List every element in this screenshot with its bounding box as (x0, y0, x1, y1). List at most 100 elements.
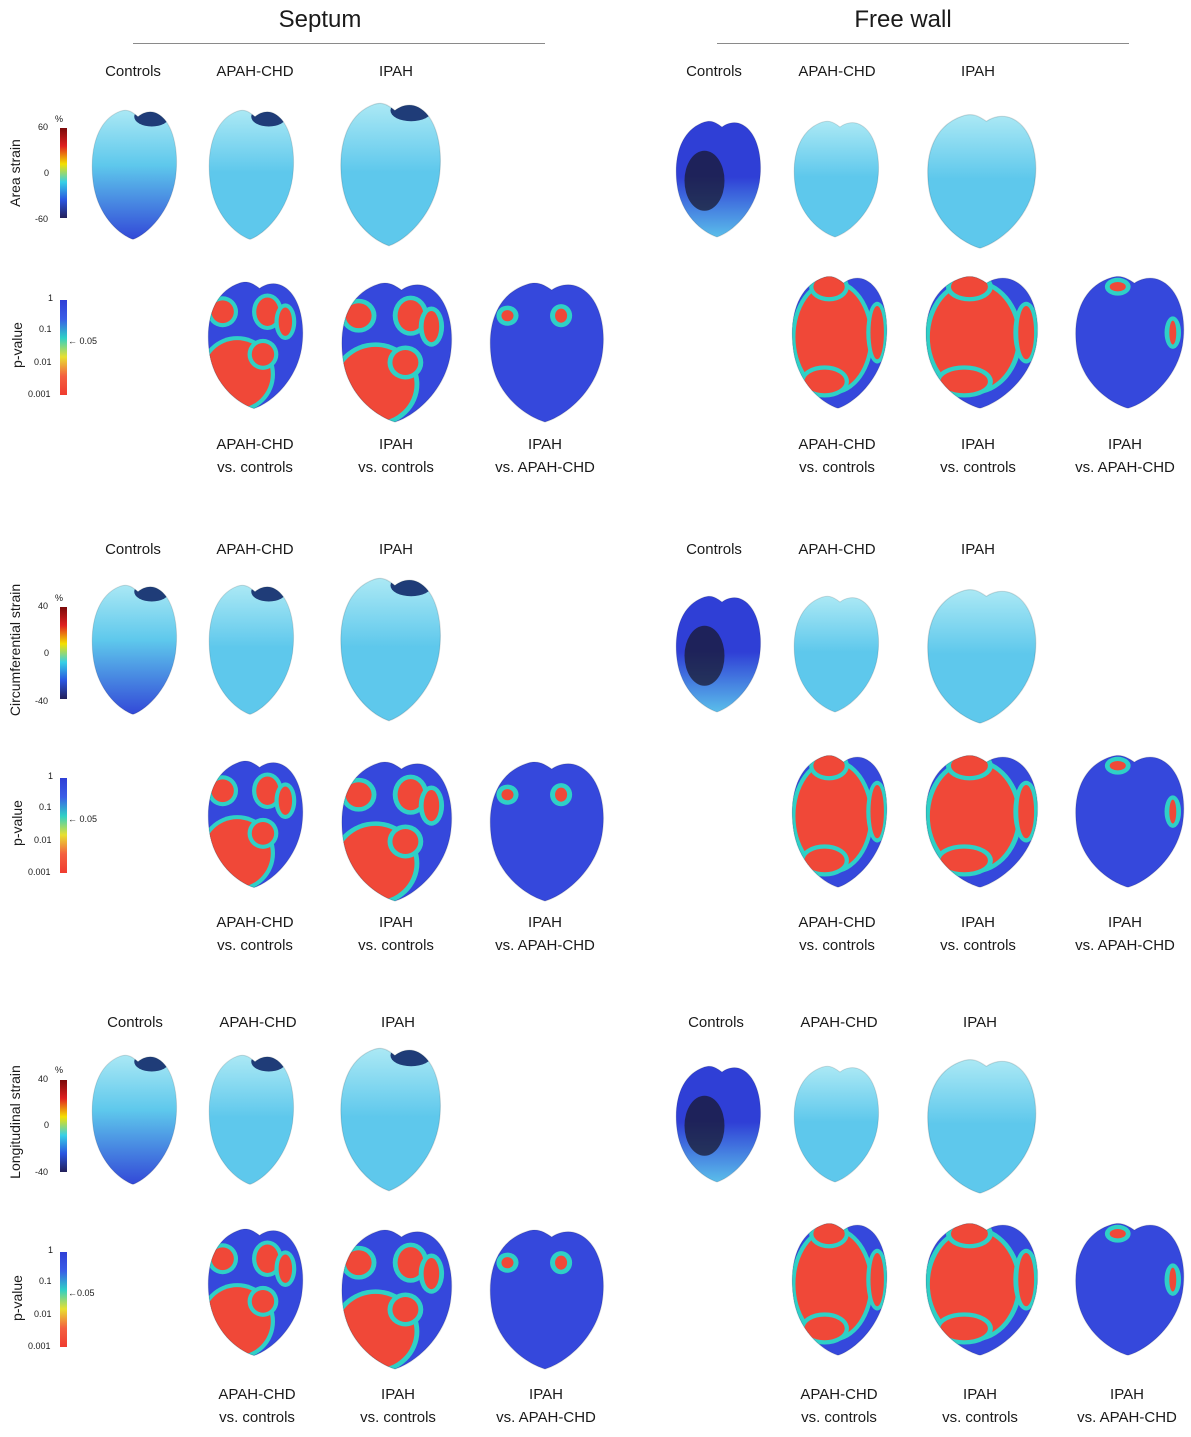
col-label-freewall-apah-chd: APAH-CHD (798, 541, 876, 558)
pvalue-heart-render (1075, 1222, 1185, 1356)
cmp-label-freewall-2: IPAH vs. controls (942, 1386, 1018, 1426)
strain-scale-mid: 0 (44, 168, 50, 178)
section-rule-septum (133, 43, 545, 44)
section-rule-freewall (717, 43, 1129, 44)
strain-heart-render (793, 595, 880, 713)
strain-heart-render (208, 584, 295, 716)
strain-scale-min: -60 (35, 214, 49, 224)
cmp-label-freewall-3: IPAH vs. APAH-CHD (1077, 1386, 1177, 1426)
col-label-freewall-apah-chd: APAH-CHD (800, 1014, 878, 1031)
strain-heart-render (91, 1054, 178, 1186)
strain-unit: % (55, 1065, 64, 1075)
col-label-septum-ipah: IPAH (379, 63, 413, 80)
pvalue-tick-0.001: 0.001 (28, 389, 51, 399)
strain-scale-mid: 0 (44, 1120, 50, 1130)
strain-scale-max: 60 (38, 122, 49, 132)
pvalue-tick-0.1: 0.1 (39, 324, 52, 334)
pvalue-heart-render (341, 761, 453, 902)
row-label-area-strain: Area strain (7, 139, 23, 207)
col-label-freewall-ipah: IPAH (961, 63, 995, 80)
pvalue-heart-render (489, 282, 605, 423)
cmp-label-septum-3: IPAH vs. APAH-CHD (495, 914, 595, 954)
strain-scale-mid: 0 (44, 648, 50, 658)
strain-heart-render (675, 595, 762, 713)
cmp-label-freewall-1: APAH-CHD vs. controls (798, 914, 876, 954)
pvalue-tick-0.01: 0.01 (34, 357, 52, 367)
strain-heart-render (208, 1054, 295, 1186)
pvalue-marker: ← 0.05 (68, 814, 98, 824)
strain-colorbar (60, 128, 67, 218)
cmp-label-septum-1: APAH-CHD vs. controls (218, 1386, 296, 1426)
pvalue-colorbar (60, 778, 67, 873)
strain-heart-render (675, 120, 762, 238)
pvalue-tick-1: 1 (48, 293, 54, 303)
pvalue-tick-0.001: 0.001 (28, 867, 51, 877)
cmp-label-septum-3: IPAH vs. APAH-CHD (495, 436, 595, 476)
strain-scale-min: -40 (35, 696, 49, 706)
col-label-septum-controls: Controls (105, 63, 161, 80)
pvalue-heart-render (925, 275, 1039, 409)
pvalue-tick-0.1: 0.1 (39, 802, 52, 812)
pvalue-tick-1: 1 (48, 1245, 54, 1255)
cmp-label-freewall-3: IPAH vs. APAH-CHD (1075, 914, 1175, 954)
cmp-label-septum-1: APAH-CHD vs. controls (216, 436, 294, 476)
strain-colorbar (60, 607, 67, 699)
strain-heart-render (340, 577, 441, 722)
col-label-septum-ipah: IPAH (379, 541, 413, 558)
strain-heart-render (340, 102, 441, 247)
col-label-freewall-apah-chd: APAH-CHD (798, 63, 876, 80)
pvalue-marker: ←0.05 (68, 1288, 95, 1298)
cmp-label-septum-2: IPAH vs. controls (358, 436, 434, 476)
pvalue-marker: ← 0.05 (68, 336, 98, 346)
pvalue-heart-render (791, 754, 888, 888)
strain-unit: % (55, 114, 64, 124)
row-label-pvalue: p-value (9, 800, 25, 846)
strain-unit: % (55, 593, 64, 603)
col-label-septum-controls: Controls (107, 1014, 163, 1031)
pvalue-tick-0.01: 0.01 (34, 835, 52, 845)
row-label-pvalue: p-value (9, 322, 25, 368)
cmp-label-freewall-2: IPAH vs. controls (940, 914, 1016, 954)
cmp-label-septum-1: APAH-CHD vs. controls (216, 914, 294, 954)
col-label-septum-apah-chd: APAH-CHD (216, 541, 294, 558)
pvalue-tick-0.01: 0.01 (34, 1309, 52, 1319)
pvalue-colorbar (60, 1252, 67, 1347)
strain-heart-render (927, 1059, 1037, 1194)
cmp-label-freewall-2: IPAH vs. controls (940, 436, 1016, 476)
cmp-label-septum-2: IPAH vs. controls (360, 1386, 436, 1426)
pvalue-heart-render (207, 760, 304, 889)
col-label-septum-apah-chd: APAH-CHD (219, 1014, 297, 1031)
strain-heart-render (793, 120, 880, 238)
strain-scale-min: -40 (35, 1167, 49, 1177)
pvalue-heart-render (489, 761, 605, 902)
strain-scale-max: 40 (38, 1074, 49, 1084)
cmp-label-freewall-1: APAH-CHD vs. controls (798, 436, 876, 476)
row-label-longitudinal-strain: Longitudinal strain (7, 1065, 23, 1179)
row-label-circumferential-strain: Circumferential strain (7, 583, 23, 717)
strain-heart-render (927, 114, 1037, 249)
col-label-septum-apah-chd: APAH-CHD (216, 63, 294, 80)
pvalue-tick-1: 1 (48, 771, 54, 781)
cmp-label-septum-3: IPAH vs. APAH-CHD (496, 1386, 596, 1426)
pvalue-heart-render (791, 275, 888, 409)
pvalue-heart-render (207, 281, 304, 410)
col-label-freewall-controls: Controls (686, 63, 742, 80)
strain-heart-render (927, 589, 1037, 724)
pvalue-heart-render (1075, 754, 1185, 888)
row-label-pvalue: p-value (9, 1275, 25, 1321)
pvalue-heart-render (925, 1222, 1039, 1356)
col-label-septum-ipah: IPAH (381, 1014, 415, 1031)
cmp-label-septum-2: IPAH vs. controls (358, 914, 434, 954)
cmp-label-freewall-3: IPAH vs. APAH-CHD (1075, 436, 1175, 476)
section-title-septum: Septum (278, 6, 362, 33)
section-title-freewall: Free wall (854, 6, 952, 33)
pvalue-heart-render (341, 282, 453, 423)
strain-colorbar (60, 1080, 67, 1172)
strain-heart-render (208, 109, 295, 241)
strain-heart-render (675, 1065, 762, 1183)
col-label-freewall-controls: Controls (688, 1014, 744, 1031)
col-label-septum-controls: Controls (105, 541, 161, 558)
strain-heart-render (340, 1047, 441, 1192)
pvalue-heart-render (791, 1222, 888, 1356)
